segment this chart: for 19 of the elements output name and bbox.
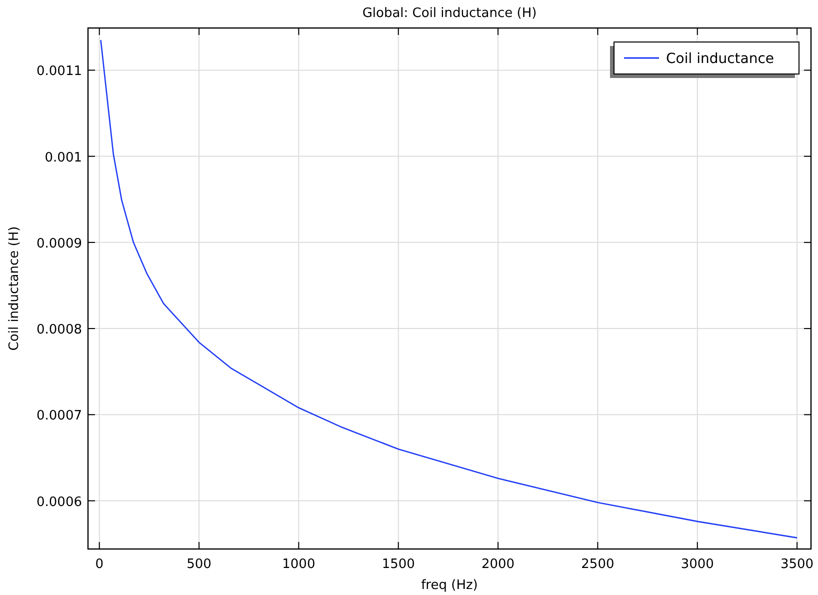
y-tick-label: 0.0006	[36, 494, 82, 510]
y-tick-label: 0.0009	[36, 236, 82, 252]
y-tick-label: 0.0007	[36, 408, 82, 424]
x-tick-label: 500	[186, 557, 212, 572]
chart-title: Global: Coil inductance (H)	[362, 6, 537, 21]
y-tick-label: 0.0008	[36, 322, 82, 338]
y-tick-label: 0.001	[44, 150, 82, 166]
y-tick-label: 0.0011	[36, 64, 82, 80]
y-axis-title: Coil inductance (H)	[7, 226, 22, 351]
legend-label: Coil inductance	[666, 51, 774, 67]
x-tick-label: 1000	[282, 557, 316, 572]
line-series	[100, 39, 798, 538]
x-axis-title: freq (Hz)	[421, 578, 478, 593]
x-tick-label: 1500	[382, 557, 415, 572]
x-tick-label: 3000	[680, 557, 714, 572]
x-tick-label: 0	[95, 557, 104, 572]
x-tick-label: 3500	[780, 557, 814, 572]
x-tick-label: 2000	[481, 557, 515, 572]
x-tick-label: 2500	[581, 557, 614, 572]
